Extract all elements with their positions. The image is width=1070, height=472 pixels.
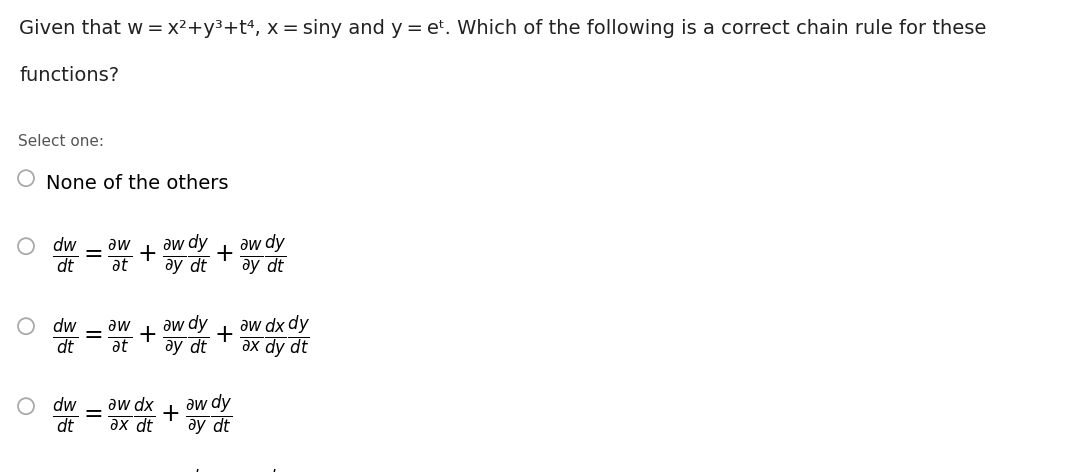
Text: $\frac{dw}{dt} = \frac{\partial w}{\partial t} + \frac{\partial w}{\partial y}\f: $\frac{dw}{dt} = \frac{\partial w}{\part… [52,233,287,278]
Text: None of the others: None of the others [46,174,229,193]
Text: $\frac{dw}{dt} = \frac{\partial w}{\partial t} + \frac{\partial w}{\partial y}\f: $\frac{dw}{dt} = \frac{\partial w}{\part… [52,468,287,472]
Text: $\frac{dw}{dt} = \frac{\partial w}{\partial x}\frac{dx}{dt} + \frac{\partial w}{: $\frac{dw}{dt} = \frac{\partial w}{\part… [52,393,232,438]
Text: Given that w = x²+y³+t⁴, x = siny and y = eᵗ. Which of the following is a correc: Given that w = x²+y³+t⁴, x = siny and y … [19,19,987,38]
Text: functions?: functions? [19,66,120,85]
Text: Select one:: Select one: [18,134,104,149]
Text: $\frac{dw}{dt} = \frac{\partial w}{\partial t} + \frac{\partial w}{\partial y}\f: $\frac{dw}{dt} = \frac{\partial w}{\part… [52,313,310,361]
